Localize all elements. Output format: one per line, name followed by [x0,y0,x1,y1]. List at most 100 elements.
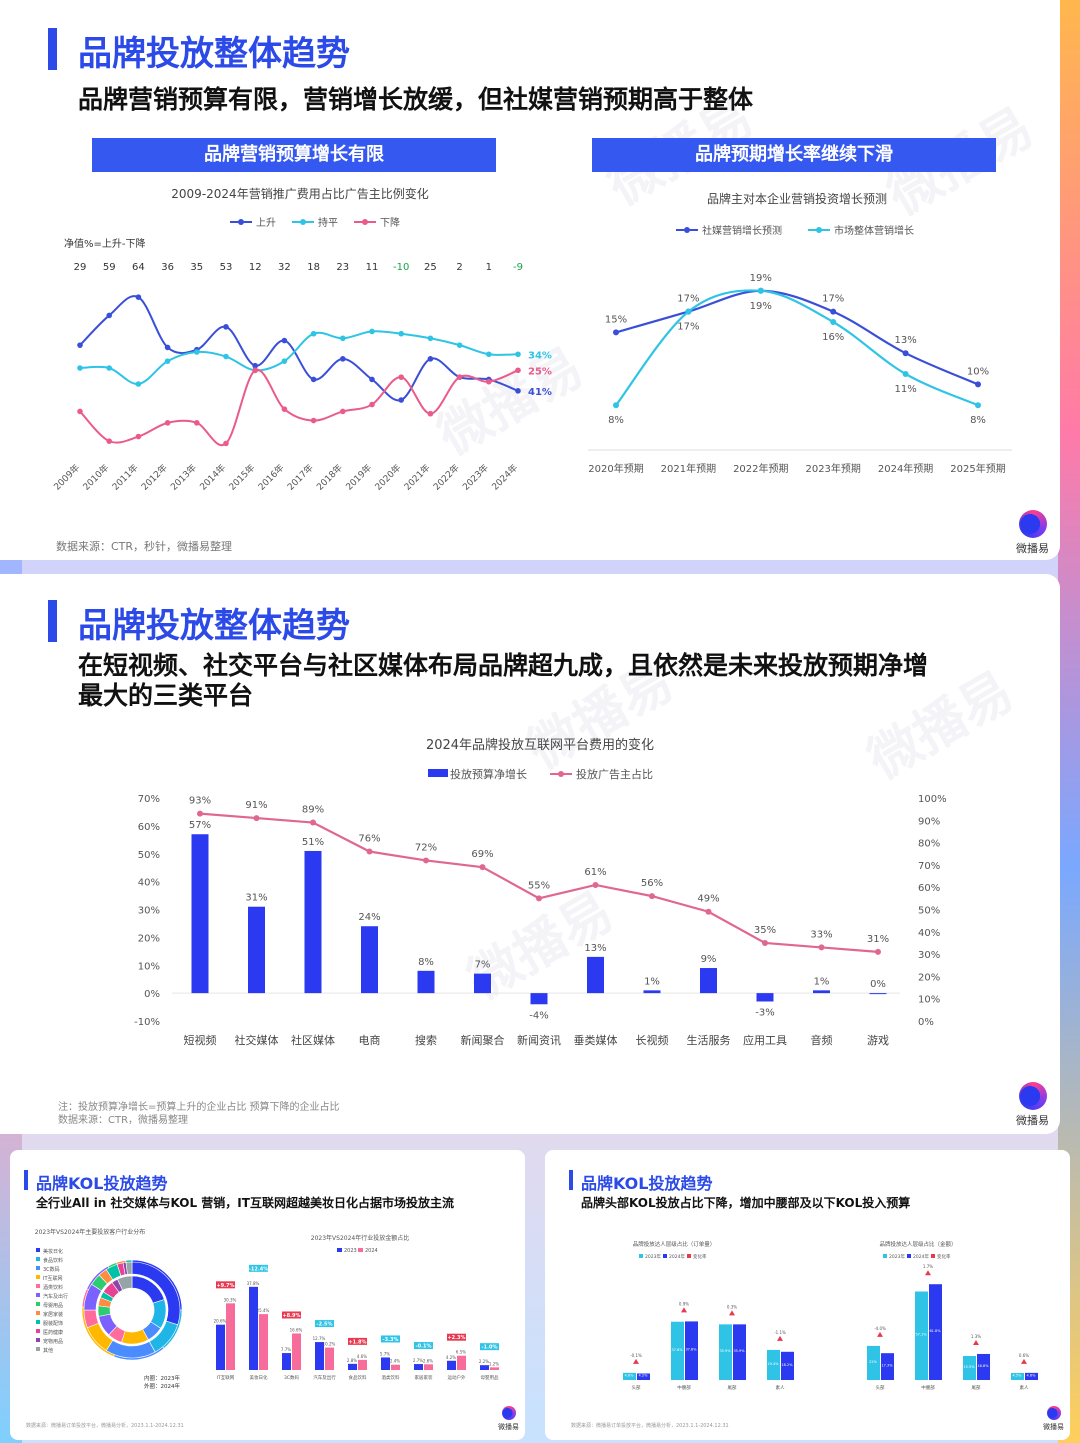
x-tick-label: 短视频 [184,1033,217,1047]
data-point [902,350,909,357]
bar-value-label: 17.3% [881,1364,893,1368]
right-banner: 品牌预期增长率继续下滑 [592,138,996,172]
x-tick-label: IT互联网 [217,1374,235,1381]
right-y-tick: 80% [918,839,940,850]
data-point [366,848,373,855]
bar-value-label: 37.8% [685,1348,697,1352]
bar [248,906,265,994]
logo-text: 微播易 [1016,1114,1049,1127]
donut-slice [125,1261,133,1275]
data-point [164,420,171,426]
panel-subtitle: 全行业All in 社交媒体与KOL 营销，IT互联网超越美妆日化占据市场投放主… [36,1196,454,1210]
legend-label: 投放广告主占比 [576,767,653,781]
x-tick-label: 2011年 [109,462,140,493]
line-value-label: 69% [471,849,493,860]
x-tick-label: 素人 [1020,1384,1029,1391]
title-accent-bar [24,1170,28,1190]
donut-slice [117,1275,133,1291]
data-point [310,330,317,337]
bar-value-label: 4.2% [639,1374,649,1378]
data-label: 10% [967,366,989,377]
change-label: -12.4% [249,1266,268,1272]
x-tick-label: 2022年 [431,462,462,493]
legend-swatch [36,1248,40,1252]
x-tick-label: 2014年 [197,462,228,493]
data-point [281,358,288,364]
data-point [705,908,712,915]
bar-2024 [977,1353,990,1380]
legend-swatch [36,1275,40,1279]
y-axis-label: 净值%=上升-下降 [64,237,146,250]
bar [643,990,661,994]
data-point [281,337,288,344]
change-label: +1.8% [348,1339,366,1345]
data-label: 8% [608,415,624,426]
x-tick-label: 素人 [776,1384,785,1391]
right-y-tick: 30% [918,950,940,961]
change-marker [1021,1358,1027,1364]
change-label: -3.3% [383,1337,399,1343]
end-value-label: 25% [528,366,552,377]
bar [530,993,548,1005]
data-point [77,342,83,348]
x-tick-label: 2018年 [314,462,345,493]
data-point [340,335,346,342]
bar-2024 [358,1359,367,1370]
change-badge [282,1311,301,1319]
bar-2024 [637,1373,650,1380]
bar-2024 [226,1303,235,1370]
donut-legend-label: 食品饮料 [43,1257,63,1264]
title-accent-bar [48,28,57,70]
line-value-label: 91% [245,800,267,811]
panel-1: 微播易 微播易 微播易 品牌投放整体趋势 品牌营销预算有限，营销增长放缓，但社媒… [0,0,1060,560]
change-badge [216,1281,235,1289]
bar-value-label: 57% [189,820,211,831]
data-point [515,351,521,358]
data-point [398,374,405,380]
legend-label: 市场整体营销增长 [834,224,914,237]
logo-icon [1018,1082,1047,1110]
page-subtitle-line2: 最大的三类平台 [78,681,254,710]
end-value-label: 34% [528,350,552,361]
bar-2023 [348,1363,357,1370]
bar [700,968,717,994]
left-banner: 品牌营销预算增长有限 [92,138,496,172]
panel-title: 品牌KOL投放趋势 [581,1174,713,1193]
change-marker [633,1358,639,1364]
change-marker [681,1307,687,1313]
data-label: 8% [970,415,986,426]
series-line [79,295,519,402]
right-chart-title: 品牌投放达人层级占比（金额） [879,1240,956,1248]
legend-label: 2023 [344,1248,357,1254]
data-point [310,376,317,383]
right-y-tick: 40% [918,928,940,939]
series-line [615,289,979,386]
x-tick-label: 社区媒体 [291,1033,335,1047]
x-tick-label: 2020年预期 [588,462,643,475]
data-point [486,378,492,385]
bar-2023 [867,1345,880,1380]
right-y-tick: 100% [918,794,947,805]
change-marker [777,1335,783,1341]
line-value-label: 31% [867,934,889,945]
data-point [194,420,200,426]
x-tick-label: 2012年 [139,462,170,493]
net-value-label: 53 [220,262,233,273]
page-subtitle-line1: 在短视频、社交平台与社区媒体布局品牌超九成，且依然是未来投放预期净增 [78,651,929,680]
legend-swatch [36,1302,40,1306]
legend-swatch [883,1254,887,1258]
bar-2024 [685,1321,698,1380]
x-tick-label: 家居家装 [415,1374,433,1381]
bar-value-label: 30.3% [224,1297,237,1302]
change-label: -4.0% [874,1326,886,1331]
x-tick-label: 尾部 [972,1384,981,1391]
data-point [486,351,492,358]
footer-note: 数据来源：微播易订单投放平台，微播易分析，2023.1.1-2024.12.31 [26,1423,184,1429]
bar-value-label: 2.7% [413,1358,423,1363]
bar-2024 [325,1347,334,1370]
data-point [369,376,375,383]
bar-value-label: -4% [529,1010,548,1021]
footnote: 注：投放预算净增长=预算上升的企业占比 预算下降的企业占比 [58,1102,340,1113]
data-point [613,402,619,409]
